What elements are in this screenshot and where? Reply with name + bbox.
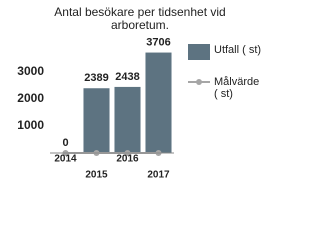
y-tick-label: 3000 (17, 64, 44, 78)
x-tick-label: 2014 (54, 154, 77, 165)
legend-marker (196, 79, 202, 85)
x-tick-label: 2017 (147, 170, 170, 181)
data-label: 3706 (146, 36, 170, 48)
y-tick-label: 1000 (17, 118, 44, 132)
legend-label: Utfall ( st) (214, 44, 262, 56)
bar (83, 88, 110, 153)
y-tick-label: 2000 (17, 91, 44, 105)
page: 1000 2000 3000 0 2389 2438 3706 2014 2015 2016 201… (17, 5, 262, 181)
legend-swatch (188, 44, 210, 60)
bar (145, 52, 172, 153)
legend-label: Målvärde ( st) (214, 76, 260, 100)
bar (114, 86, 141, 153)
data-label: 0 (62, 137, 68, 149)
data-label: 2438 (115, 71, 139, 83)
data-label: 2389 (84, 72, 108, 84)
chart-title: Antal besökare per tidsenhet vid arboret… (54, 5, 226, 32)
chart: 1000 2000 3000 0 2389 2438 3706 2014 2015 2016 201… (17, 36, 210, 181)
x-tick-label: 2016 (116, 154, 139, 165)
x-tick-label: 2015 (85, 170, 108, 181)
